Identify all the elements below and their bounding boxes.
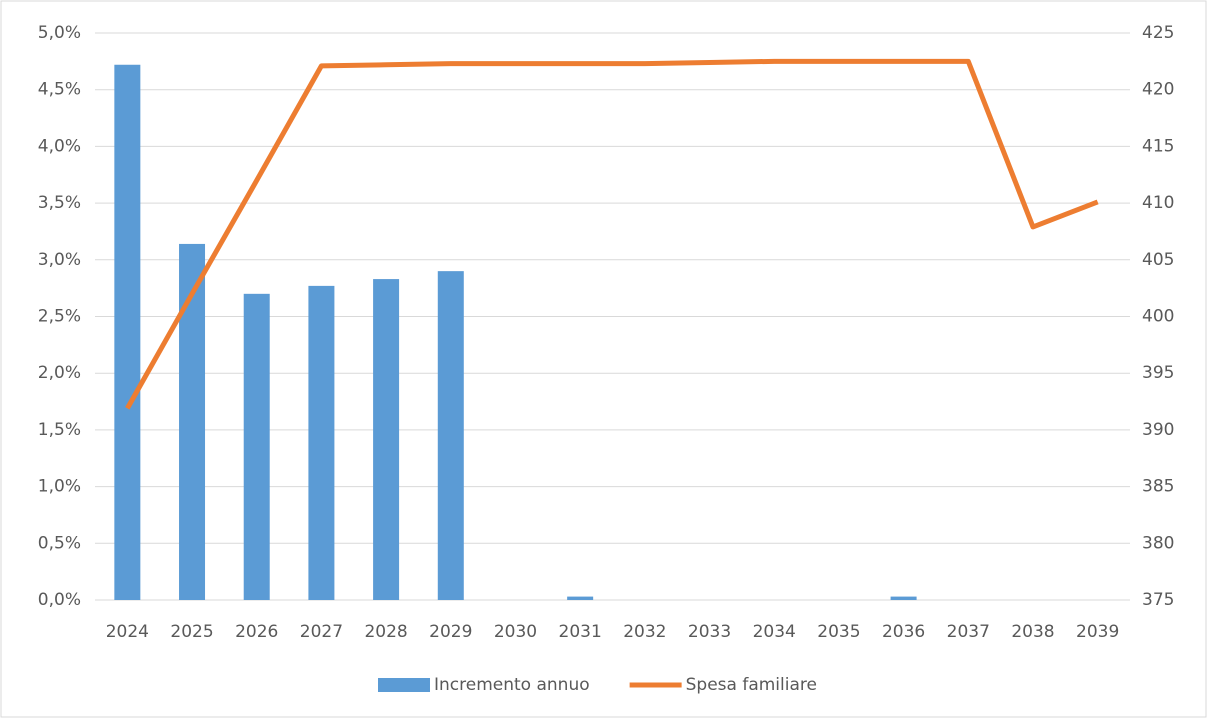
x-tick-label: 2025 bbox=[170, 622, 213, 642]
y2-tick-label: 400 bbox=[1142, 307, 1174, 327]
x-tick-label: 2033 bbox=[688, 622, 731, 642]
x-tick-label: 2029 bbox=[429, 622, 472, 642]
bar bbox=[567, 596, 594, 600]
x-tick-label: 2028 bbox=[364, 622, 407, 642]
bar bbox=[308, 285, 335, 600]
y2-tick-label: 390 bbox=[1142, 420, 1174, 440]
y2-tick-label: 410 bbox=[1142, 193, 1174, 213]
bar bbox=[179, 243, 206, 600]
x-tick-label: 2031 bbox=[559, 622, 602, 642]
y-tick-label: 1,0% bbox=[38, 477, 81, 497]
y-tick-label: 1,5% bbox=[38, 420, 81, 440]
y-tick-label: 2,0% bbox=[38, 363, 81, 383]
legend-label: Incremento annuo bbox=[434, 675, 590, 695]
x-tick-label: 2032 bbox=[623, 622, 666, 642]
x-tick-label: 2027 bbox=[300, 622, 343, 642]
y-tick-label: 5,0% bbox=[38, 23, 81, 43]
x-tick-label: 2035 bbox=[817, 622, 860, 642]
x-tick-label: 2030 bbox=[494, 622, 537, 642]
bar bbox=[114, 64, 141, 600]
y2-tick-label: 380 bbox=[1142, 533, 1174, 553]
legend-swatch bbox=[378, 678, 430, 692]
x-tick-label: 2039 bbox=[1076, 622, 1119, 642]
x-tick-label: 2026 bbox=[235, 622, 278, 642]
y2-tick-label: 395 bbox=[1142, 363, 1174, 383]
x-tick-label: 2034 bbox=[753, 622, 796, 642]
bar bbox=[437, 271, 464, 600]
x-tick-label: 2038 bbox=[1011, 622, 1054, 642]
y-tick-label: 2,5% bbox=[38, 307, 81, 327]
y-tick-label: 4,5% bbox=[38, 80, 81, 100]
x-tick-label: 2037 bbox=[947, 622, 990, 642]
x-tick-label: 2024 bbox=[106, 622, 149, 642]
line bbox=[125, 58, 1099, 410]
y-tick-label: 0,0% bbox=[38, 590, 81, 610]
bar bbox=[373, 279, 400, 600]
y-tick-label: 0,5% bbox=[38, 533, 81, 553]
y-tick-label: 3,5% bbox=[38, 193, 81, 213]
y-tick-label: 4,0% bbox=[38, 136, 81, 156]
y2-tick-label: 420 bbox=[1142, 80, 1174, 100]
y2-tick-label: 385 bbox=[1142, 477, 1174, 497]
bar bbox=[890, 596, 917, 600]
y-tick-label: 3,0% bbox=[38, 250, 81, 270]
y2-tick-label: 405 bbox=[1142, 250, 1174, 270]
y2-tick-label: 375 bbox=[1142, 590, 1174, 610]
legend-label: Spesa familiare bbox=[686, 675, 817, 695]
bar bbox=[243, 293, 270, 600]
y2-tick-label: 425 bbox=[1142, 23, 1174, 43]
y2-tick-label: 415 bbox=[1142, 136, 1174, 156]
x-tick-label: 2036 bbox=[882, 622, 925, 642]
